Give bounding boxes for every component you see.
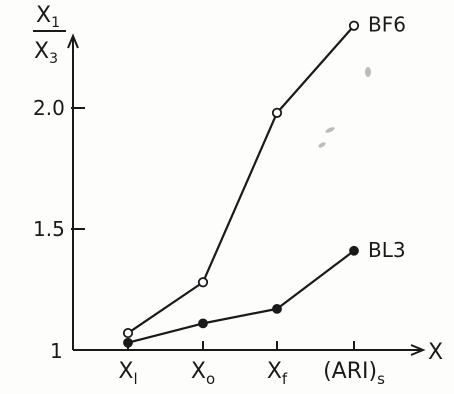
x-axis-label: X	[428, 340, 443, 365]
x-tick-label: Xo	[191, 359, 215, 388]
y-ticks: 1 1.5 2.0	[33, 96, 85, 363]
x-tick-label: Xl	[118, 359, 137, 388]
data-point-bl3	[123, 337, 133, 348]
data-point-bf6	[197, 277, 209, 288]
data-point-bf6	[271, 107, 283, 118]
y-axis-arrow	[67, 33, 79, 49]
x-tick-label: (ARI)s	[323, 359, 385, 388]
y-tick-label: 1.5	[33, 217, 65, 241]
data-point-bf6	[122, 327, 134, 339]
x-axis-arrow	[410, 344, 426, 356]
data-point-bf6	[348, 20, 360, 31]
data-point-bl3	[198, 318, 208, 329]
series-line-bf6	[127, 24, 355, 334]
series-label-bl3: BL3	[368, 238, 406, 262]
x-tick-label: Xf	[267, 359, 288, 388]
y-axis-label: X1 X3	[33, 3, 66, 67]
y-tick-label: 1	[50, 339, 63, 363]
series-label-bf6: BF6	[368, 13, 406, 37]
y-label-denominator: X3	[34, 39, 58, 67]
series-line-bl3	[127, 249, 355, 344]
scan-speckles	[318, 67, 371, 148]
data-point-bl3	[272, 303, 282, 314]
y-label-numerator: X1	[36, 3, 60, 31]
y-tick-label: 2.0	[33, 96, 65, 120]
series-group: BF6 BL3	[122, 13, 406, 348]
data-point-bl3	[349, 245, 359, 256]
x-ticks: Xl Xo Xf (ARI)s	[118, 341, 385, 388]
